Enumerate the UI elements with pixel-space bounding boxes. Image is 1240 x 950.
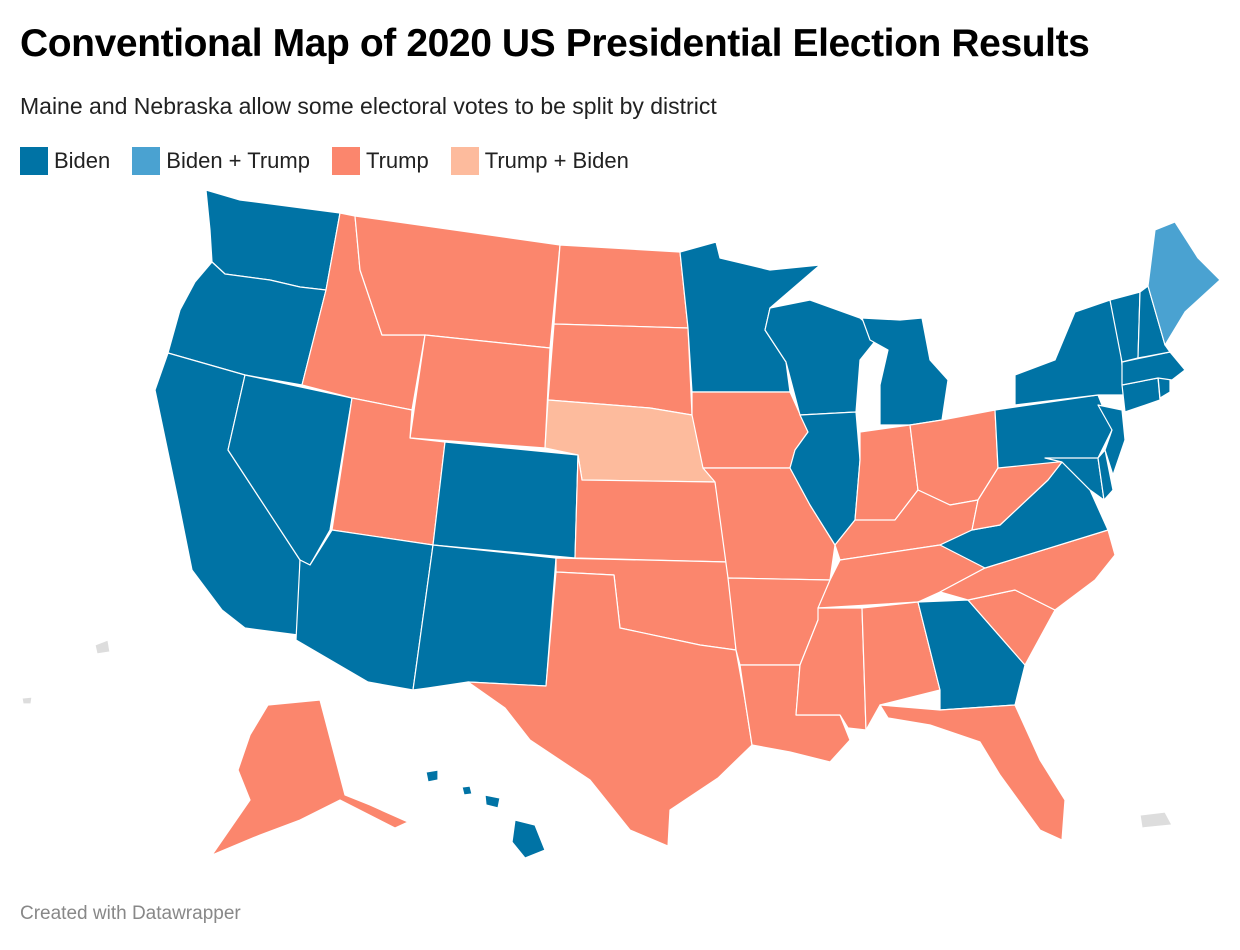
state-NY[interactable] <box>1014 299 1126 406</box>
state-MI[interactable] <box>861 317 949 426</box>
legend-label-biden-trump: Biden + Trump <box>166 148 310 173</box>
state-AZ[interactable] <box>295 529 434 691</box>
legend-item-biden: Biden <box>20 147 110 175</box>
territory-PR <box>1139 811 1173 829</box>
legend-label-trump: Trump <box>365 148 429 173</box>
state-WI[interactable] <box>764 299 881 416</box>
state-MT[interactable] <box>354 215 561 349</box>
state-WY[interactable] <box>409 334 551 449</box>
legend-swatch-trump-biden <box>450 147 479 175</box>
legend-swatch-trump <box>331 147 360 175</box>
state-HI[interactable] <box>511 819 546 859</box>
state-IA[interactable] <box>691 391 809 469</box>
legend-label-trump-biden: Trump + Biden <box>484 148 629 173</box>
state-CO[interactable] <box>432 441 579 559</box>
legend-item-trump: Trump <box>331 147 429 175</box>
state-IL[interactable] <box>789 411 861 546</box>
state-PA[interactable] <box>994 394 1113 469</box>
chart-subtitle: Maine and Nebraska allow some electoral … <box>20 93 717 119</box>
state-FL[interactable] <box>879 704 1066 841</box>
state-MD[interactable] <box>1044 457 1105 501</box>
state-TX[interactable] <box>467 571 753 847</box>
state-NH[interactable] <box>1137 285 1171 359</box>
territory-islet-1 <box>94 639 111 655</box>
state-AK[interactable] <box>211 699 409 856</box>
state-HI-islands <box>425 769 501 809</box>
chart-title: Conventional Map of 2020 US Presidential… <box>20 22 1090 65</box>
legend-swatch-biden <box>20 147 48 175</box>
state-AL[interactable] <box>861 601 941 731</box>
legend: Biden Biden + Trump Trump Trump + Biden <box>20 147 629 175</box>
state-NJ[interactable] <box>1097 404 1126 476</box>
state-ME[interactable] <box>1147 221 1221 346</box>
credit-footer: Created with Datawrapper <box>20 903 241 924</box>
us-election-map <box>21 189 1221 859</box>
legend-item-trump-biden: Trump + Biden <box>450 147 629 175</box>
state-NM[interactable] <box>412 544 557 691</box>
state-DE[interactable] <box>1097 449 1114 501</box>
legend-label-biden: Biden <box>54 148 111 173</box>
legend-swatch-biden-trump <box>132 147 161 175</box>
state-ND[interactable] <box>553 244 689 329</box>
legend-item-biden-trump: Biden + Trump <box>132 147 310 175</box>
territory-islet-2 <box>21 696 33 705</box>
